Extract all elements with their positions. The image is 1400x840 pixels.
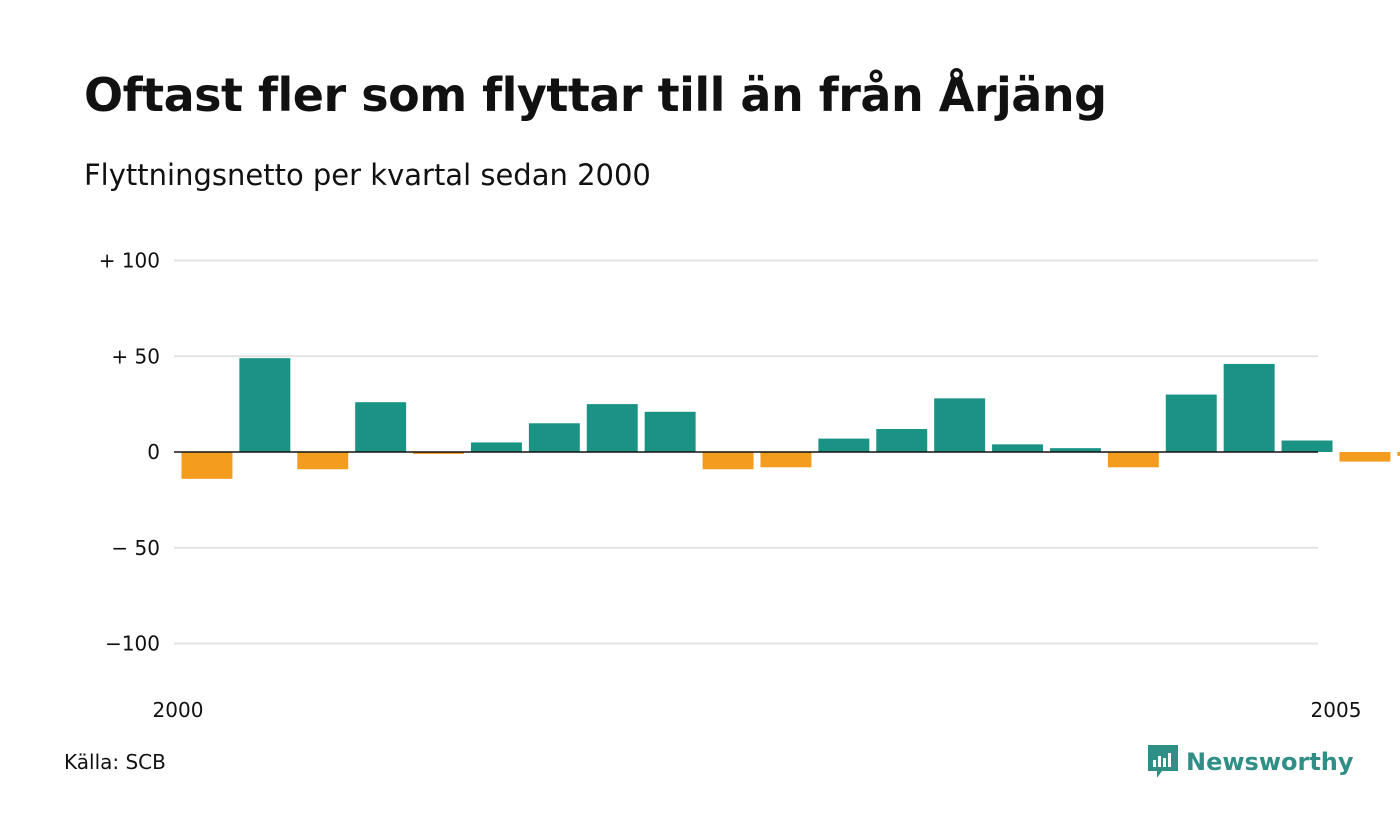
chart-subtitle: Flyttningsnetto per kvartal sedan 2000 [84, 158, 651, 192]
y-tick-label: + 50 [111, 344, 160, 368]
bar [644, 411, 696, 452]
brand-name: Newsworthy [1186, 748, 1354, 776]
y-tick-label: − 50 [111, 536, 160, 560]
bar [586, 404, 638, 452]
bar [760, 452, 812, 468]
x-tick-label: 2005 [1311, 698, 1362, 722]
bar [413, 452, 465, 454]
bar [992, 444, 1044, 452]
bar [297, 452, 349, 470]
bar [239, 358, 291, 452]
bar [470, 442, 522, 452]
bar [1107, 452, 1159, 468]
bar [818, 438, 870, 452]
y-tick-label: + 100 [99, 249, 160, 273]
y-tick-label: −100 [105, 632, 160, 656]
bar [355, 402, 407, 452]
bar [1165, 394, 1217, 452]
x-tick-label: 2000 [153, 698, 204, 722]
bar [702, 452, 754, 470]
bar [1397, 452, 1400, 456]
bar-chart: + 100+ 500− 50−10020002005201020152020 [99, 249, 1400, 722]
newsworthy-logo-icon [1148, 745, 1178, 778]
bar [181, 452, 233, 479]
bar [934, 398, 986, 452]
brand-logo[interactable]: Newsworthy [1148, 744, 1354, 780]
bar [1281, 440, 1333, 452]
bar [1223, 363, 1275, 452]
bar [1049, 448, 1101, 452]
source-note: Källa: SCB [64, 750, 166, 774]
bar [1339, 452, 1391, 462]
bar [528, 423, 580, 452]
bar [876, 429, 928, 452]
y-tick-label: 0 [147, 440, 160, 464]
chart-title: Oftast fler som flyttar till än från Årj… [84, 68, 1107, 122]
